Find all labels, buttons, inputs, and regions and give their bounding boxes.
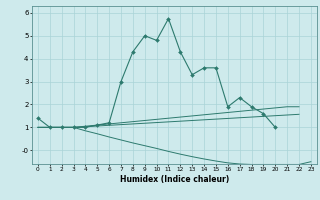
X-axis label: Humidex (Indice chaleur): Humidex (Indice chaleur) (120, 175, 229, 184)
